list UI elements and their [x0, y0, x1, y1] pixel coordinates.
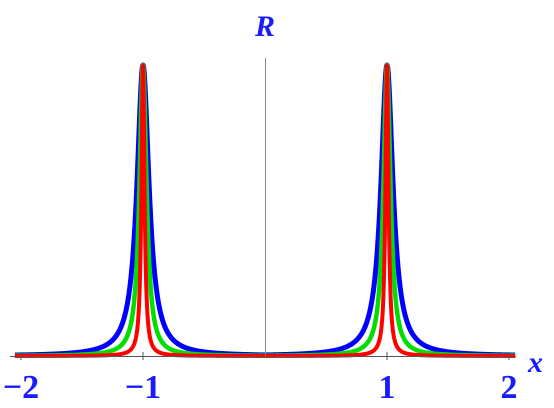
- x-tick-label: 2: [501, 369, 518, 406]
- plot-area: −2 −1 1 2: [3, 58, 518, 406]
- tick-layer: −2 −1 1 2: [3, 352, 518, 406]
- x-axis-label: x: [527, 346, 543, 379]
- y-axis-label: R: [254, 10, 275, 43]
- x-tick-label: −2: [3, 369, 39, 406]
- x-tick-label: −1: [125, 369, 161, 406]
- x-tick-label: 1: [379, 369, 396, 406]
